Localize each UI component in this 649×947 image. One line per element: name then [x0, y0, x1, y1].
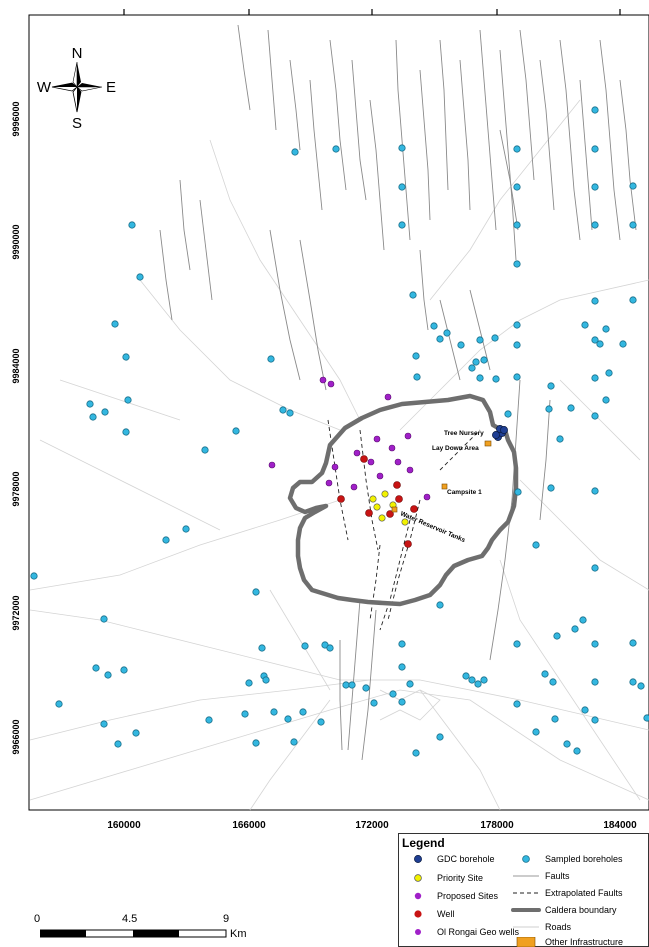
legend-item-extrapolated-faults: Extrapolated Faults — [511, 888, 623, 898]
proposed-site-symbol — [414, 892, 422, 900]
legend-label: Proposed Sites — [437, 891, 499, 901]
infrastructure-symbol — [516, 937, 536, 947]
priority-site-symbol — [414, 874, 422, 882]
legend-label: Sampled boreholes — [545, 854, 623, 864]
legend-label: Roads — [545, 922, 572, 932]
legend-item-geo-wells: Ol Rongai Geo wells — [403, 927, 519, 937]
well-symbol — [414, 910, 422, 918]
top-ticks — [123, 9, 621, 15]
extrapolated-fault-symbol — [513, 892, 539, 894]
road-symbol — [513, 926, 539, 928]
legend-label: Faults — [545, 871, 570, 881]
y-tick-label: 9978000 — [11, 471, 21, 506]
caldera-boundary — [287, 393, 519, 607]
geo-well-symbol — [415, 929, 421, 935]
legend-item-well: Well — [403, 909, 454, 919]
wells — [337, 455, 418, 548]
compass-w: W — [37, 79, 52, 96]
roads — [29, 99, 649, 811]
legend-title: Legend — [402, 836, 445, 850]
x-tick-label: 184000 — [603, 820, 637, 831]
label-lay-down-area: Lay Down Area — [432, 445, 479, 452]
y-tick-label: 9996000 — [11, 101, 21, 136]
label-tree-nursery: Tree Nursery — [444, 430, 484, 437]
y-tick-label: 9984000 — [11, 348, 21, 383]
y-axis-labels: 9996000 9990000 9984000 9978000 9972000 … — [11, 101, 21, 754]
priority-sites — [369, 490, 409, 526]
scale-tick-0: 0 — [34, 913, 41, 925]
x-tick-label: 166000 — [232, 820, 266, 831]
x-tick-label: 160000 — [107, 820, 141, 831]
y-tick-label: 9966000 — [11, 719, 21, 754]
proposed-sites — [268, 376, 431, 501]
gdc-borehole-symbol — [414, 855, 422, 863]
legend: Legend GDC borehole Priority Site Propos… — [398, 833, 649, 947]
scale-unit: Km — [230, 928, 247, 940]
legend-item-faults: Faults — [511, 871, 570, 881]
y-tick-label: 9990000 — [11, 224, 21, 259]
fault-symbol — [513, 875, 539, 877]
legend-label: Well — [437, 909, 455, 919]
y-tick-label: 9972000 — [11, 595, 21, 630]
legend-label: GDC borehole — [437, 854, 495, 864]
legend-item-caldera-boundary: Caldera boundary — [511, 905, 617, 915]
compass-rose: N S W E — [37, 45, 116, 132]
legend-label: Caldera boundary — [545, 905, 617, 915]
x-tick-label: 178000 — [480, 820, 514, 831]
legend-item-sampled-boreholes: Sampled boreholes — [511, 854, 623, 864]
legend-label: Ol Rongai Geo wells — [437, 927, 520, 937]
compass-n: N — [72, 45, 83, 62]
legend-label: Priority Site — [437, 873, 484, 883]
scale-bar-graphic — [40, 929, 227, 938]
compass-s: S — [72, 115, 82, 132]
scale-tick-mid: 4.5 — [122, 913, 138, 925]
label-campsite: Campsite 1 — [447, 489, 482, 496]
legend-item-other-infrastructure: Other Infrastructure — [511, 937, 623, 947]
sampled-boreholes — [30, 106, 649, 757]
legend-label: Extrapolated Faults — [545, 888, 623, 898]
caldera-symbol — [511, 908, 541, 912]
legend-label: Other Infrastructure — [545, 937, 624, 947]
legend-item-proposed-sites: Proposed Sites — [403, 891, 498, 901]
compass-e: E — [106, 79, 116, 96]
x-axis-labels: 160000 166000 172000 178000 184000 — [107, 820, 637, 831]
faults — [159, 24, 637, 761]
sampled-borehole-symbol — [522, 855, 530, 863]
other-infrastructure — [391, 440, 492, 513]
map-frame — [28, 14, 649, 811]
x-tick-label: 172000 — [355, 820, 389, 831]
extrapolated-faults — [327, 419, 481, 631]
scale-tick-end: 9 — [223, 913, 230, 925]
legend-item-gdc-borehole: GDC borehole — [403, 854, 495, 864]
gdc-boreholes — [492, 425, 508, 441]
legend-item-priority-site: Priority Site — [403, 873, 483, 883]
legend-item-roads: Roads — [511, 922, 571, 932]
